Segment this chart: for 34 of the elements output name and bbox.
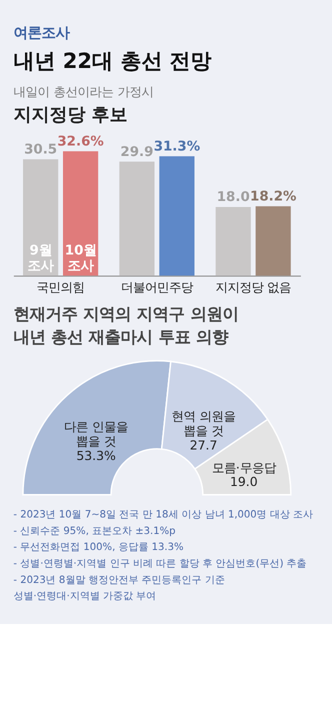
data-label: 18.0 [216,190,250,206]
text: 내년 22대 총선 전망 [13,48,212,74]
chart-title: 지지정당 후보 [13,104,128,126]
data-label: 53.3% [76,448,116,463]
data-label: 29.9 [120,144,154,160]
data-label: 27.7 [190,437,218,452]
text: - 성별·연령별·지역별 인구 비례 따른 할당 후 안심번호(무선) 추출 [13,558,307,570]
bar [23,159,58,276]
slice-label: 다른 인물을 뽑을 것 [64,419,128,448]
data-label: 19.0 [230,474,258,490]
series-label: 9월 조사 [28,244,54,274]
slice-label: 현역 의원을 뽑을 것 [172,408,236,438]
bar [216,206,251,276]
data-label: 32.6% [57,134,104,150]
bar [256,206,291,276]
slice-label: 모름·무응답 [212,460,276,475]
data-label: 30.5 [24,142,58,158]
x-tick-label: 더불어민주당 [120,279,193,294]
series-label: 10월 조사 [64,244,96,274]
chart-subtitle: 내일이 총선이라는 가정시 [13,84,154,99]
bar [119,162,155,276]
data-label: 18.2% [250,189,296,204]
chart-title: 현재거주 지역의 지역구 의원이 내년 총선 재출마시 투표 의향 [13,304,238,347]
bar [159,156,194,276]
text: - 2023년 10월 7~8일 전국 만 18세 이상 남녀 1,000명 대상 조사 [13,510,314,521]
text: 여론조사 [13,25,70,42]
text: - 무선전화면접 100%, 응답률 13.3% [13,542,184,554]
text: - 신뢰수준 95%, 표본오차 ±3.1%p [13,526,176,537]
data-label: 31.3% [154,139,200,154]
x-tick-label: 국민의힘 [36,279,85,294]
x-tick-label: 지지정당 없음 [215,279,292,294]
text: - 2023년 8월말 행정안전부 주민등록인구 기준 [13,574,225,586]
bar [62,151,98,276]
text: 성별·연령대·지역별 가중값 부여 [13,591,156,602]
